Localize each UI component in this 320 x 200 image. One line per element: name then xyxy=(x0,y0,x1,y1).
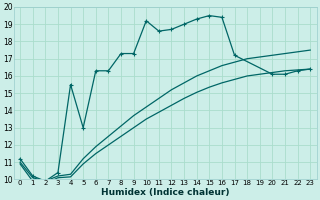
X-axis label: Humidex (Indice chaleur): Humidex (Indice chaleur) xyxy=(101,188,229,197)
